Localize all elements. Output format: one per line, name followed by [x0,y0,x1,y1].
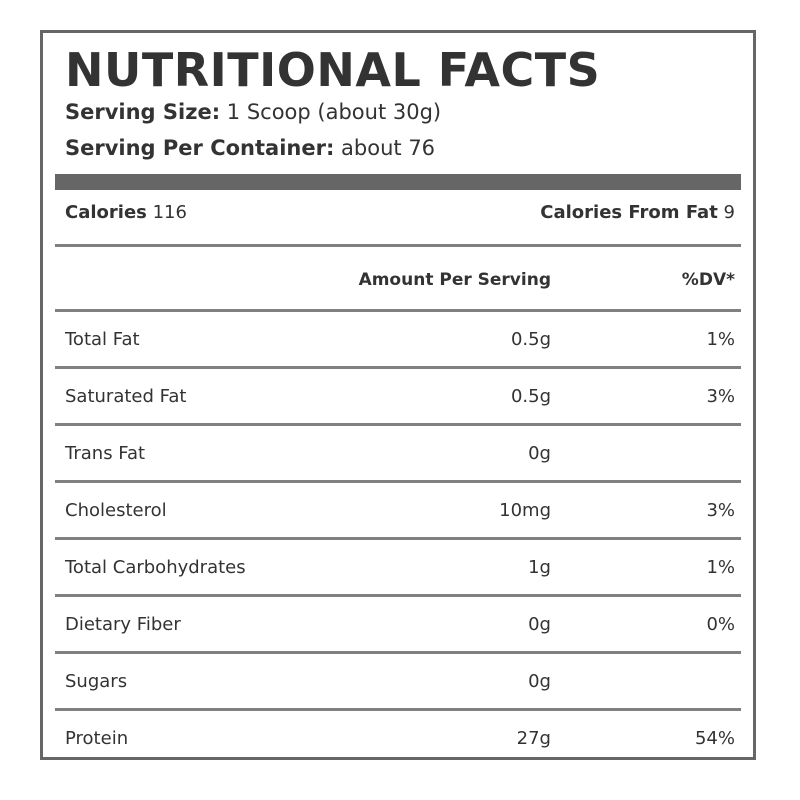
servings-per-container: Serving Per Container: about 76 [65,135,435,161]
nutrient-row-trans-fat: Trans Fat 0g [65,427,735,481]
nutrient-amount: 0.5g [510,329,551,350]
nutrition-facts-panel: NUTRITIONAL FACTS Serving Size: 1 Scoop … [40,30,756,760]
thick-divider [55,174,741,190]
nutrient-row-total-carbohydrates: Total Carbohydrates 1g 1% [65,541,735,595]
nutrient-amount: 0g [528,671,551,692]
calories-from-fat-value: 9 [723,202,735,223]
calories: Calories 116 [65,198,187,228]
divider [55,309,741,312]
nutrient-amount: 0g [528,614,551,635]
nutrient-row-cholesterol: Cholesterol 10mg 3% [65,484,735,538]
serving-size: Serving Size: 1 Scoop (about 30g) [65,99,441,125]
nutrient-row-sugars: Sugars 0g [65,655,735,709]
nutrient-row-protein: Protein 27g 54% [65,712,735,766]
divider [55,594,741,597]
nutrient-row-saturated-fat: Saturated Fat 0.5g 3% [65,370,735,424]
nutrient-amount: 0g [528,443,551,464]
nutrient-dv: 0% [706,614,735,635]
divider [55,708,741,711]
nutrient-name: Trans Fat [65,443,146,464]
nutrient-dv: 3% [706,386,735,407]
calories-value: 116 [152,202,187,223]
nutrient-name: Dietary Fiber [65,614,181,635]
servings-per-container-value: about 76 [341,136,436,160]
nutrient-dv: 1% [706,329,735,350]
calories-from-fat: Calories From Fat 9 [540,198,735,228]
divider [55,423,741,426]
serving-size-label: Serving Size: [65,100,221,124]
nutrient-dv: 1% [706,557,735,578]
nutrient-dv: 54% [694,728,735,749]
nutrient-amount: 1g [528,557,551,578]
divider [55,366,741,369]
nutrient-amount: 0.5g [510,386,551,407]
divider [55,480,741,483]
nutrient-name: Total Carbohydrates [65,557,246,578]
nutrient-amount: 10mg [499,500,551,521]
column-header-row: Amount Per Serving %DV* [65,253,735,307]
divider [55,537,741,540]
calories-row: Calories 116 Calories From Fat 9 [65,198,735,228]
divider [55,244,741,247]
calories-label: Calories [65,202,147,223]
nutrient-name: Sugars [65,671,128,692]
nutrient-amount: 27g [516,728,551,749]
amount-column-header: Amount Per Serving [358,270,551,290]
divider [55,651,741,654]
nutrient-name: Total Fat [65,329,140,350]
serving-size-value: 1 Scoop (about 30g) [226,100,442,124]
label-title: NUTRITIONAL FACTS [65,43,601,97]
calories-from-fat-label: Calories From Fat [540,202,718,223]
dv-column-header: %DV* [681,270,735,290]
nutrient-dv: 3% [706,500,735,521]
nutrient-name: Saturated Fat [65,386,187,407]
nutrient-name: Protein [65,728,129,749]
servings-per-container-label: Serving Per Container: [65,136,335,160]
nutrient-name: Cholesterol [65,500,167,521]
nutrient-row-total-fat: Total Fat 0.5g 1% [65,313,735,367]
nutrient-row-dietary-fiber: Dietary Fiber 0g 0% [65,598,735,652]
